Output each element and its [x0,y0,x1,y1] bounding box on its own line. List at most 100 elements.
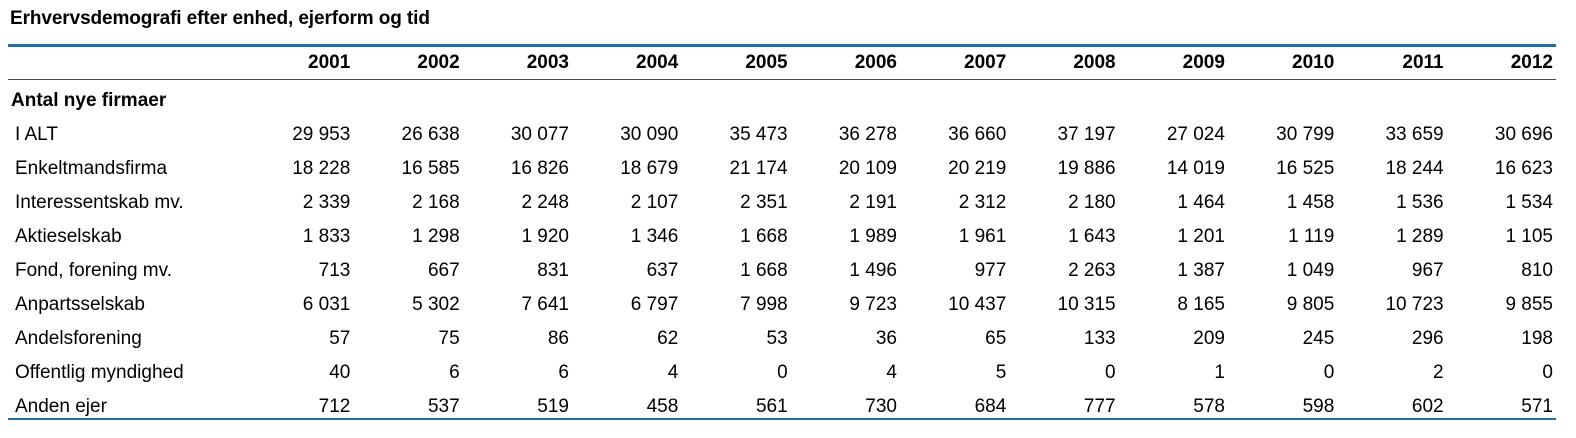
table-cell: 10 723 [1385,294,1444,315]
table-cell: 9 723 [849,294,897,315]
table-cell: 1 119 [1288,226,1335,247]
table-cell: 977 [974,260,1007,281]
table-cell: 1 534 [1505,192,1553,213]
table-cell: 6 031 [302,294,351,315]
table-cell: 1 289 [1396,226,1444,247]
table-cell: 245 [1302,328,1335,349]
table-row: Andelsforening 57 75 86 62 53 36 65 133 209 245 296… [8,322,1556,356]
table-cell: 62 [657,328,679,349]
table-cell: 967 [1411,260,1444,281]
year-header: 2009 [1182,52,1225,73]
row-label: Anpartsselskab [15,294,145,315]
table-cell: 2 191 [849,192,897,213]
row-label: Offentlig myndighed [15,362,184,383]
table-row: Aktieselskab 1 833 1 298 1 920 1 346 1 668 1 9… [8,220,1556,254]
table-cell: 29 953 [292,124,351,145]
table-cell: 0 [1542,362,1553,383]
row-label: I ALT [15,124,58,145]
table-cell: 65 [985,328,1007,349]
table-cell: 19 886 [1057,158,1116,179]
table-cell: 36 278 [838,124,897,145]
year-header: 2008 [1073,52,1116,73]
table-row: Enkeltmandsfirma 18 228 16 585 16 826 18 679… [8,152,1556,186]
table-cell: 36 660 [948,124,1007,145]
row-label: Enkeltmandsfirma [15,158,168,179]
table-cell: 30 696 [1494,124,1553,145]
table-cell: 6 [558,362,569,383]
table-cell: 684 [974,396,1007,417]
header-divider [8,79,1556,80]
table-cell: 1 458 [1286,192,1335,213]
year-header: 2007 [964,52,1007,73]
row-label: Aktieselskab [15,226,122,247]
table-cell: 712 [318,396,351,417]
top-accent-rule [8,44,1556,47]
table-cell: 30 799 [1276,124,1335,145]
table-cell: 2 339 [302,192,351,213]
year-header: 2012 [1510,52,1553,73]
table-cell: 6 [449,362,460,383]
table-cell: 5 302 [412,294,460,315]
table-cell: 777 [1083,396,1116,417]
table-cell: 2 [1433,362,1444,383]
table-cell: 75 [438,328,460,349]
table-cell: 2 168 [412,192,460,213]
table-cell: 53 [766,328,788,349]
row-label: Andelsforening [15,328,142,349]
table-row: Anpartsselskab 6 031 5 302 7 641 6 797 7 998 9… [8,288,1556,322]
year-header: 2001 [308,52,351,73]
table-cell: 598 [1302,396,1335,417]
table-cell: 2 107 [630,192,679,213]
table-cell: 6 797 [630,294,679,315]
table-cell: 519 [537,396,569,417]
table-cell: 578 [1193,396,1225,417]
table-cell: 35 473 [729,124,788,145]
table-cell: 296 [1411,328,1444,349]
table-cell: 1 668 [740,260,788,281]
table-cell: 4 [886,362,897,383]
year-header-row: 2001 2002 2003 2004 2005 2006 2007 2008 … [8,47,1556,79]
table-cell: 571 [1521,396,1553,417]
table-cell: 2 248 [521,192,569,213]
table-cell: 561 [755,396,788,417]
table-cell: 7 641 [521,294,569,315]
table-cell: 1 961 [958,226,1007,247]
table-cell: 810 [1521,260,1553,281]
table-cell: 2 263 [1068,260,1116,281]
statistics-table-page: Erhvervsdemografi efter enhed, ejerform … [8,0,1566,438]
table-cell: 667 [427,260,460,281]
table-cell: 0 [777,362,788,383]
year-header: 2006 [854,52,897,73]
section-header-row: Antal nye firmaer [8,79,1556,118]
table-cell: 9 855 [1505,294,1553,315]
table-cell: 20 219 [948,158,1007,179]
table-cell: 86 [547,328,569,349]
table-row: Interessentskab mv. 2 339 2 168 2 248 2 107 2… [8,186,1556,220]
table-cell: 21 174 [729,158,788,179]
table-row: I ALT 29 953 26 638 30 077 30 090 35 473 36 27… [8,118,1556,152]
table-cell: 1 387 [1177,260,1225,281]
table-row: Offentlig myndighed 40 6 6 4 0 4 5 0 1 0 2 0 [8,356,1556,390]
table-cell: 20 109 [838,158,897,179]
table-cell: 57 [329,328,351,349]
table-cell: 16 826 [510,158,569,179]
data-table: 2001 2002 2003 2004 2005 2006 2007 2 0 0 8 … [8,47,1556,424]
table-row: Fond, forening mv. 713 667 831 637 1 668 1 496… [8,254,1556,288]
table-cell: 0 [1323,362,1335,383]
table-cell: 37 197 [1057,124,1116,145]
table-cell: 602 [1411,396,1444,417]
row-label: Fond, forening mv. [15,260,173,281]
table-cell: 831 [537,260,569,281]
bottom-accent-rule [8,418,1556,420]
table-cell: 1 668 [740,226,788,247]
table-cell: 2 312 [958,192,1007,213]
table-cell: 1 833 [302,226,351,247]
table-cell: 637 [646,260,679,281]
table-cell: 1 049 [1286,260,1335,281]
table-cell: 36 [875,328,897,349]
table-cell: 30 090 [620,124,679,145]
table-cell: 1 643 [1068,226,1116,247]
table-cell: 8 165 [1177,294,1225,315]
row-label: Interessentskab mv. [15,192,184,213]
table-cell: 458 [646,396,679,417]
